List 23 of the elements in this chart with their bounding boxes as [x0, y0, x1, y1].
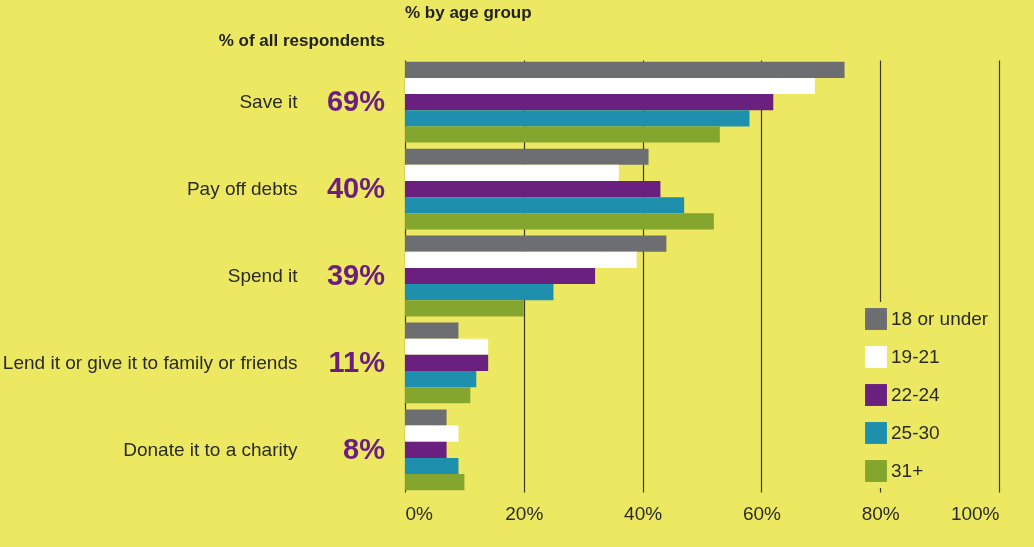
text: % of all respondents [218, 31, 385, 50]
legend-label: 25-30 [891, 422, 940, 443]
y-tick-label: Lend it or give it to family or friends [2, 351, 298, 373]
legend-label: 22-24 [891, 384, 941, 405]
y-tick-label: Pay off debts [186, 178, 298, 200]
legend-label: 18 or under [891, 308, 989, 329]
legend-label: 31+ [891, 460, 924, 481]
y-tick-label: Donate it to a charity [123, 438, 298, 460]
text: 40% [326, 172, 386, 205]
x-tick-label: 60% [742, 502, 782, 524]
y-tick-label: Save it [239, 91, 299, 113]
chart-title: % by age group [405, 3, 532, 22]
x-tick-label: 0% [405, 502, 434, 524]
legend-label: 19-21 [891, 346, 940, 367]
x-tick-label: 40% [624, 502, 663, 524]
text: 69% [326, 85, 386, 118]
x-tick-label: 80% [861, 502, 900, 524]
text: 39% [326, 259, 386, 291]
text: 11% [328, 345, 386, 378]
text: 8% [343, 432, 386, 465]
y-tick-label: Spend it [227, 265, 299, 286]
x-tick-label: 20% [505, 502, 544, 524]
x-tick-label: 100% [950, 502, 1000, 524]
